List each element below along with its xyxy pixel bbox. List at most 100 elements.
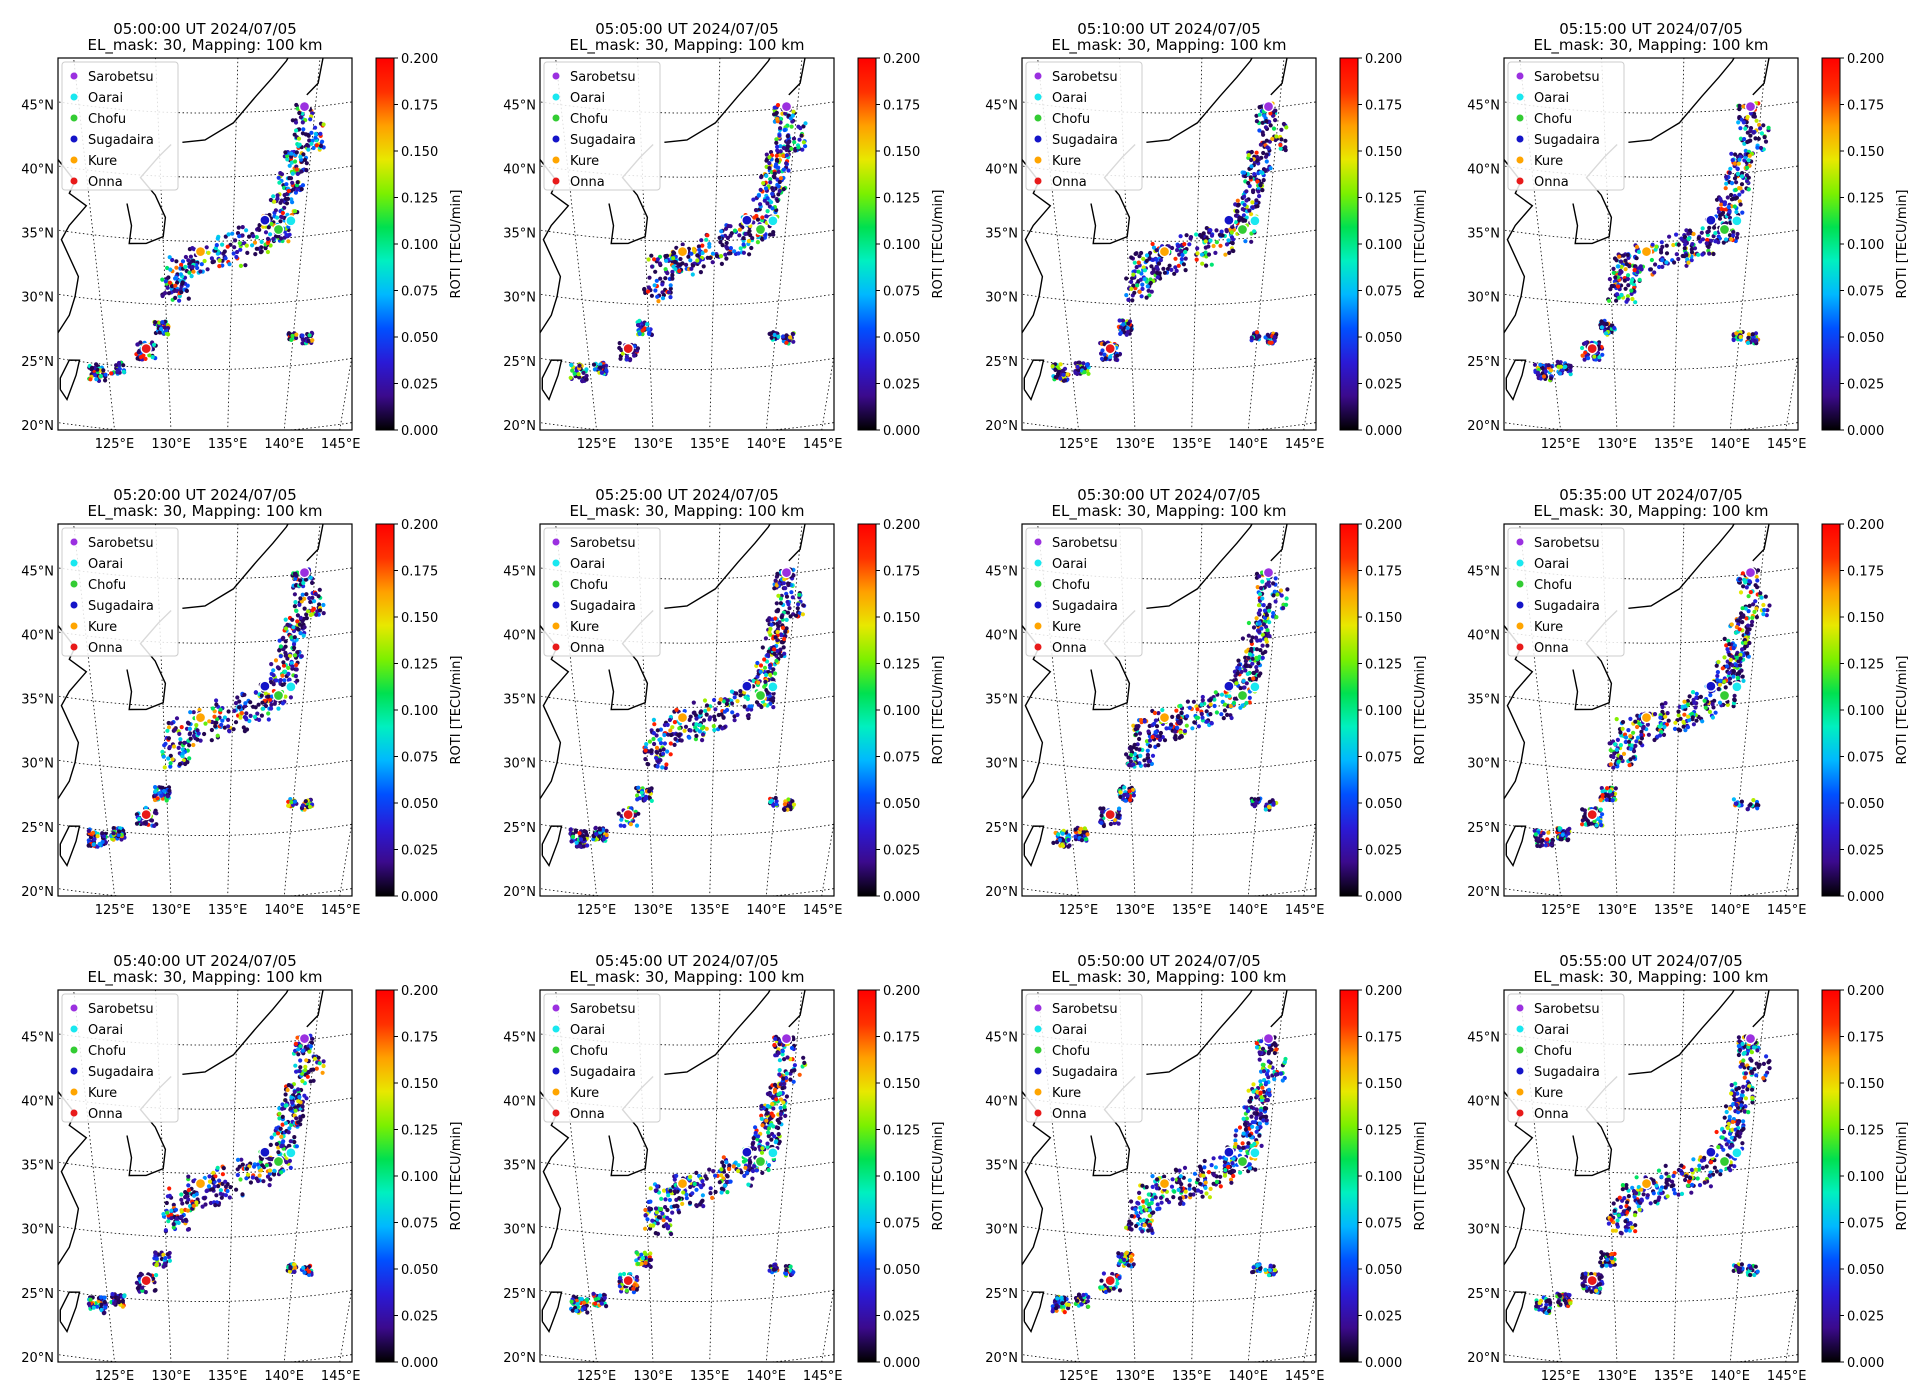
roti-point: [92, 837, 97, 842]
roti-point: [256, 226, 261, 231]
roti-point: [1250, 635, 1255, 640]
legend-marker: [1516, 135, 1524, 143]
roti-point: [301, 633, 306, 638]
latitude-gridline: [1504, 357, 1798, 371]
roti-point: [696, 244, 702, 249]
roti-point: [1732, 161, 1737, 166]
longitude-tick-label: 130°E: [151, 437, 191, 452]
roti-point: [707, 717, 712, 722]
roti-point: [215, 251, 220, 256]
longitude-gridline: [73, 58, 115, 430]
roti-point: [309, 130, 314, 135]
roti-point: [1272, 335, 1277, 340]
colorbar-tick-label: 0.000: [1365, 424, 1402, 439]
roti-point: [1746, 654, 1751, 659]
latitude-gridline: [1022, 759, 1316, 772]
station-marker: [741, 214, 753, 226]
roti-point: [601, 364, 606, 369]
roti-point: [668, 728, 673, 733]
roti-point: [1634, 244, 1639, 250]
roti-point: [698, 270, 704, 275]
roti-point: [1264, 637, 1269, 642]
roti-point: [1268, 123, 1273, 128]
longitude-gridline: [1601, 58, 1618, 430]
roti-point: [188, 710, 193, 715]
legend-label: Onna: [570, 175, 605, 190]
roti-point: [1137, 747, 1142, 752]
coastline: [59, 825, 81, 868]
roti-point: [233, 720, 239, 725]
roti-point: [103, 840, 108, 845]
coastline: [541, 825, 563, 868]
roti-point: [1634, 256, 1639, 261]
roti-point: [287, 653, 293, 659]
roti-point: [1234, 681, 1239, 686]
roti-point: [1219, 692, 1225, 697]
roti-point: [636, 785, 641, 790]
colorbar-label: ROTI [TECU/min]: [1413, 190, 1428, 299]
roti-point: [248, 713, 253, 719]
roti-point: [1257, 621, 1262, 626]
roti-point: [1249, 335, 1254, 341]
roti-point: [1696, 236, 1701, 241]
roti-point: [223, 256, 228, 261]
roti-point: [194, 723, 199, 728]
roti-point: [774, 601, 779, 606]
roti-point: [1261, 603, 1266, 608]
legend-marker: [552, 177, 560, 185]
roti-point: [649, 749, 654, 754]
roti-point: [775, 629, 780, 635]
roti-point: [1172, 271, 1177, 276]
longitude-gridline: [821, 819, 834, 896]
station-marker: [1262, 100, 1275, 113]
roti-point: [177, 731, 182, 737]
roti-point: [114, 363, 119, 368]
roti-point: [1124, 752, 1129, 757]
colorbar: [1339, 57, 1359, 431]
roti-point: [663, 254, 668, 259]
plot-frame: [57, 523, 353, 897]
roti-point: [304, 161, 309, 166]
roti-point: [1132, 260, 1137, 265]
roti-point: [1713, 239, 1718, 244]
roti-point: [776, 169, 781, 174]
roti-point: [604, 368, 609, 373]
legend-label: Kure: [88, 620, 117, 635]
latitude-tick-label: 35°N: [985, 227, 1018, 242]
roti-point: [1659, 240, 1664, 245]
legend-label: Chofu: [570, 578, 608, 593]
panel-plot-area: [1504, 524, 1798, 896]
roti-point: [1128, 759, 1133, 764]
latitude-tick-label: 40°N: [503, 628, 536, 643]
roti-point: [265, 236, 271, 241]
latitude-gridline: [1022, 695, 1316, 708]
roti-point: [751, 678, 756, 684]
roti-point: [785, 140, 791, 145]
longitude-tick-label: 140°E: [264, 903, 304, 918]
roti-point: [1132, 290, 1137, 295]
roti-point: [289, 661, 294, 666]
roti-point: [772, 647, 777, 652]
roti-point: [1626, 283, 1631, 288]
legend-label: Sarobetsu: [1534, 70, 1600, 85]
roti-point: [1151, 269, 1156, 274]
roti-point: [1741, 104, 1746, 109]
longitude-tick-label: 130°E: [1115, 903, 1155, 918]
roti-point: [1684, 263, 1689, 268]
roti-point: [1255, 204, 1260, 209]
roti-point: [268, 197, 273, 203]
roti-point: [1679, 236, 1684, 241]
roti-point: [776, 165, 781, 170]
roti-point: [1745, 340, 1751, 345]
roti-point: [252, 714, 257, 720]
roti-point: [1723, 186, 1728, 191]
roti-point: [1150, 753, 1156, 758]
coastline: [1270, 58, 1288, 96]
roti-point: [1140, 282, 1145, 287]
roti-point: [1268, 111, 1273, 116]
roti-point: [281, 660, 286, 665]
latitude-tick-label: 35°N: [503, 693, 536, 708]
coastline: [788, 58, 806, 96]
legend-label: Oarai: [1052, 557, 1087, 572]
legend-marker: [1034, 601, 1042, 609]
